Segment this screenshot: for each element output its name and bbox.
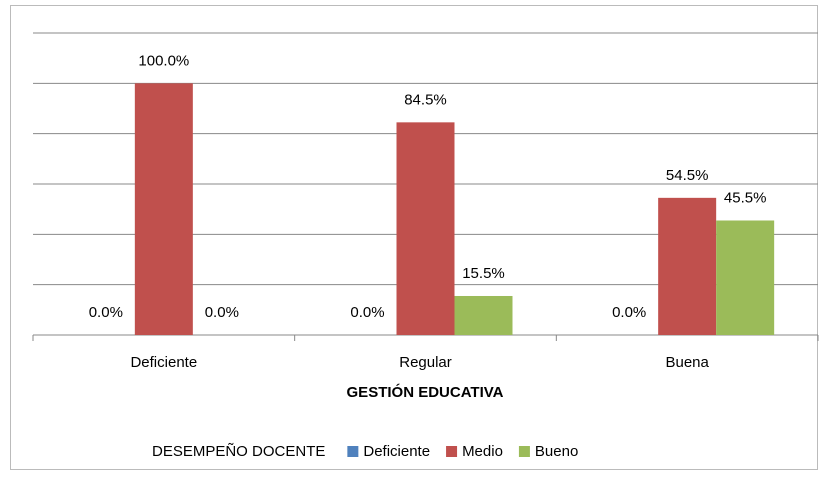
value-label: 0.0% bbox=[350, 304, 384, 321]
value-label: 0.0% bbox=[612, 304, 646, 321]
bar bbox=[454, 295, 513, 335]
bar bbox=[396, 122, 455, 335]
legend-title: DESEMPEÑO DOCENTE bbox=[152, 443, 325, 460]
legend-swatch bbox=[446, 446, 458, 457]
legend-label: Bueno bbox=[535, 443, 578, 460]
bar bbox=[134, 83, 193, 335]
legend-swatch bbox=[347, 446, 359, 457]
x-tick-label: Regular bbox=[399, 354, 452, 371]
value-label: 100.0% bbox=[138, 52, 189, 69]
legend-label: Deficiente bbox=[363, 443, 430, 460]
value-label: 45.5% bbox=[724, 189, 767, 206]
x-tick-label: Buena bbox=[665, 354, 709, 371]
value-label: 0.0% bbox=[89, 304, 123, 321]
bar bbox=[716, 220, 775, 335]
x-axis-title: GESTIÓN EDUCATIVA bbox=[347, 383, 504, 401]
value-label: 15.5% bbox=[462, 265, 505, 282]
x-tick-label: Deficiente bbox=[130, 354, 197, 371]
bar bbox=[658, 197, 717, 335]
value-label: 54.5% bbox=[666, 167, 709, 184]
value-label: 84.5% bbox=[404, 91, 447, 108]
legend-swatch bbox=[518, 446, 530, 457]
value-label: 0.0% bbox=[205, 304, 239, 321]
legend-label: Medio bbox=[462, 443, 503, 460]
